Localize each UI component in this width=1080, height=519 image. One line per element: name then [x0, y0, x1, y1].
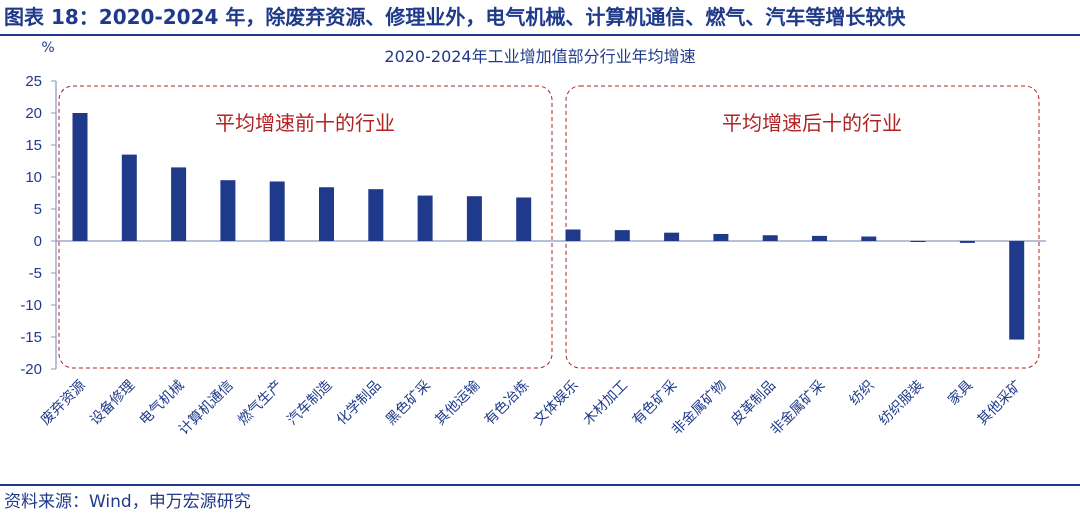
y-tick-label: 20: [25, 105, 42, 122]
bar-13: [664, 232, 680, 241]
x-category-label: 化学制品: [334, 378, 385, 429]
x-category-label: 纺织服装: [876, 378, 927, 429]
x-category-label: 其他采矿: [975, 378, 1026, 429]
y-tick-label: -20: [20, 361, 42, 378]
x-category-label: 设备修理: [87, 377, 139, 429]
x-category-label: 有色矿采: [629, 377, 681, 429]
x-category-label: 黑色矿采: [382, 377, 434, 429]
top-divider: [0, 34, 1080, 36]
bar-3: [171, 167, 187, 241]
y-tick-label: 10: [25, 169, 42, 186]
x-axis-labels: 废弃资源设备修理电气机械计算机通信燃气生产汽车制造化学制品黑色矿采其他运输有色冶…: [38, 377, 1026, 439]
x-category-label: 废弃资源: [38, 378, 89, 429]
x-category-label: 汽车制造: [284, 377, 336, 429]
bar-6: [319, 187, 334, 241]
x-category-label: 皮革制品: [728, 378, 779, 429]
bar-5: [269, 181, 285, 241]
y-tick-label: 25: [25, 73, 42, 90]
bar-18: [910, 241, 926, 242]
bottom-divider: [0, 484, 1080, 486]
bar-11: [565, 229, 581, 241]
y-tick-label: 15: [25, 137, 42, 154]
y-tick-label: -5: [29, 265, 42, 282]
bar-15: [762, 235, 778, 241]
bar-19: [959, 241, 975, 243]
x-category-label: 纺织: [847, 378, 878, 409]
source-note: 资料来源：Wind，申万宏源研究: [4, 492, 251, 512]
x-category-label: 木材加工: [580, 378, 631, 429]
x-category-label: 其他运输: [432, 378, 483, 429]
group-label-1: 平均增速前十的行业: [215, 111, 395, 135]
bar-chart: 2020-2024年工业增加值部分行业年均增速 % 平均增速前十的行业 平均增速后…: [20, 40, 1046, 439]
x-category-label: 文体娱乐: [531, 378, 582, 429]
group-boxes: 平均增速前十的行业 平均增速后十的行业: [58, 85, 1040, 369]
bar-4: [220, 180, 236, 241]
bar-2: [121, 154, 137, 241]
bars: [72, 113, 1025, 340]
bar-17: [861, 236, 877, 241]
group-box-1: [58, 85, 553, 369]
y-tick-label: 5: [34, 201, 42, 218]
bar-9: [466, 196, 482, 241]
x-category-label: 有色冶炼: [481, 377, 533, 429]
bar-1: [72, 113, 88, 241]
bar-12: [614, 230, 630, 241]
chart-title: 2020-2024年工业增加值部分行业年均增速: [384, 47, 695, 66]
bar-20: [1009, 241, 1025, 340]
group-label-2: 平均增速后十的行业: [722, 111, 902, 135]
bar-14: [713, 233, 729, 241]
bar-7: [368, 189, 384, 241]
x-category-label: 电气机械: [137, 378, 188, 429]
y-tick-label: -15: [20, 329, 42, 346]
bar-10: [516, 197, 532, 241]
x-category-label: 燃气生产: [234, 377, 286, 429]
bar-16: [812, 235, 827, 241]
y-tick-label: 0: [34, 233, 42, 250]
y-axis-unit: %: [41, 40, 54, 56]
bar-8: [417, 195, 433, 241]
x-category-label: 家具: [944, 377, 976, 409]
y-tick-label: -10: [20, 297, 42, 314]
figure-title: 图表 18：2020-2024 年，除废弃资源、修理业外，电气机械、计算机通信、…: [4, 5, 906, 29]
